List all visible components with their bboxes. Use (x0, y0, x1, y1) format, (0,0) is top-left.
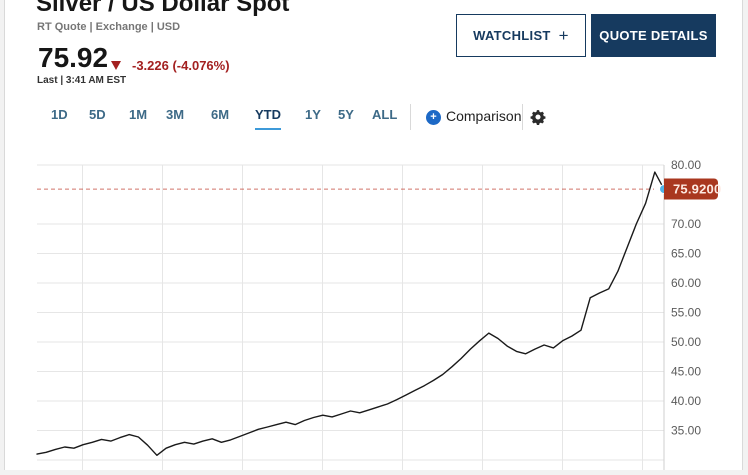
svg-text:40.00: 40.00 (671, 394, 701, 408)
svg-text:60.00: 60.00 (671, 276, 701, 290)
svg-text:55.00: 55.00 (671, 306, 701, 320)
svg-text:50.00: 50.00 (671, 335, 701, 349)
svg-text:65.00: 65.00 (671, 247, 701, 261)
svg-text:80.00: 80.00 (671, 158, 701, 172)
svg-text:45.00: 45.00 (671, 365, 701, 379)
svg-text:35.00: 35.00 (671, 424, 701, 438)
svg-text:70.00: 70.00 (671, 217, 701, 231)
